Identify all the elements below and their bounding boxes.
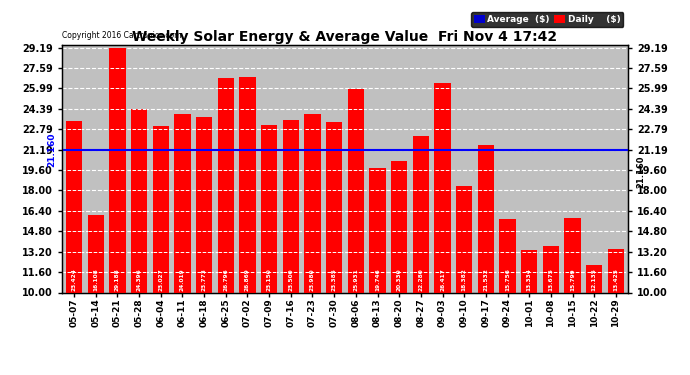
Bar	[304, 114, 321, 292]
Text: 22.280: 22.280	[418, 268, 424, 291]
Text: 19.746: 19.746	[375, 268, 380, 291]
Bar	[348, 89, 364, 292]
Bar	[217, 78, 234, 292]
Text: 26.417: 26.417	[440, 268, 445, 291]
Text: 13.425: 13.425	[613, 268, 618, 291]
Bar	[131, 109, 147, 292]
Text: 26.869: 26.869	[245, 268, 250, 291]
Text: 24.019: 24.019	[180, 268, 185, 291]
Text: 13.675: 13.675	[549, 268, 553, 291]
Bar	[152, 126, 169, 292]
Text: 26.796: 26.796	[224, 268, 228, 291]
Text: 21.532: 21.532	[484, 268, 489, 291]
Bar	[477, 145, 494, 292]
Legend: Average  ($), Daily    ($): Average ($), Daily ($)	[471, 12, 623, 27]
Bar	[391, 160, 407, 292]
Text: 16.108: 16.108	[93, 268, 98, 291]
Text: 29.188: 29.188	[115, 268, 120, 291]
Bar	[88, 214, 103, 292]
Bar	[413, 136, 429, 292]
Text: 13.334: 13.334	[526, 268, 532, 291]
Bar	[326, 122, 342, 292]
Text: 18.382: 18.382	[462, 268, 466, 291]
Bar	[564, 219, 581, 292]
Bar	[175, 114, 190, 292]
Text: 23.980: 23.980	[310, 268, 315, 291]
Text: 20.330: 20.330	[397, 268, 402, 291]
Text: 23.773: 23.773	[201, 268, 206, 291]
Bar	[521, 250, 538, 292]
Bar	[196, 117, 213, 292]
Title: Weekly Solar Energy & Average Value  Fri Nov 4 17:42: Weekly Solar Energy & Average Value Fri …	[132, 30, 558, 44]
Text: 23.500: 23.500	[288, 268, 293, 291]
Text: 21.160: 21.160	[637, 155, 646, 188]
Bar	[543, 246, 559, 292]
Bar	[369, 168, 386, 292]
Bar	[109, 48, 126, 292]
Text: 15.756: 15.756	[505, 268, 510, 291]
Bar	[586, 265, 602, 292]
Text: 12.135: 12.135	[592, 268, 597, 291]
Text: 23.027: 23.027	[158, 268, 164, 291]
Bar	[283, 120, 299, 292]
Bar	[261, 124, 277, 292]
Text: 21.160: 21.160	[48, 133, 57, 167]
Text: 15.799: 15.799	[570, 268, 575, 291]
Text: 25.931: 25.931	[353, 268, 358, 291]
Text: Copyright 2016 Cartronics.com: Copyright 2016 Cartronics.com	[62, 31, 181, 40]
Bar	[239, 77, 255, 292]
Bar	[456, 186, 473, 292]
Bar	[608, 249, 624, 292]
Text: 23.385: 23.385	[332, 268, 337, 291]
Bar	[66, 121, 82, 292]
Text: 23.424: 23.424	[72, 268, 77, 291]
Bar	[500, 219, 515, 292]
Text: 24.396: 24.396	[137, 268, 141, 291]
Bar	[435, 83, 451, 292]
Text: 23.150: 23.150	[266, 268, 272, 291]
